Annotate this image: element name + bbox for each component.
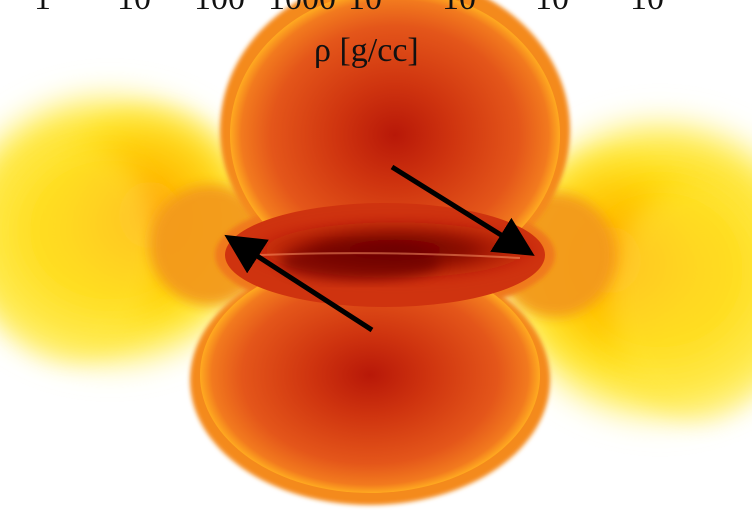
colorbar-tick-label: 1000 xyxy=(268,0,336,16)
colorbar-tick-label: 100 xyxy=(194,0,245,16)
colorbar-tick-label: 1 xyxy=(34,0,51,16)
colorbar-tick-label: 10 xyxy=(442,0,476,16)
dense-core xyxy=(245,218,545,282)
upper-right-arrow xyxy=(390,164,535,256)
colorbar-tick-label: 10 xyxy=(117,0,151,16)
colorbar-tick-label: 10 xyxy=(535,0,569,16)
colorbar-tick-label: 10 xyxy=(348,0,382,16)
colorbar-title: ρ [g/cc] xyxy=(314,32,419,69)
lower-left-arrow xyxy=(224,234,374,333)
colorbar-tick-label: 10 xyxy=(630,0,664,16)
